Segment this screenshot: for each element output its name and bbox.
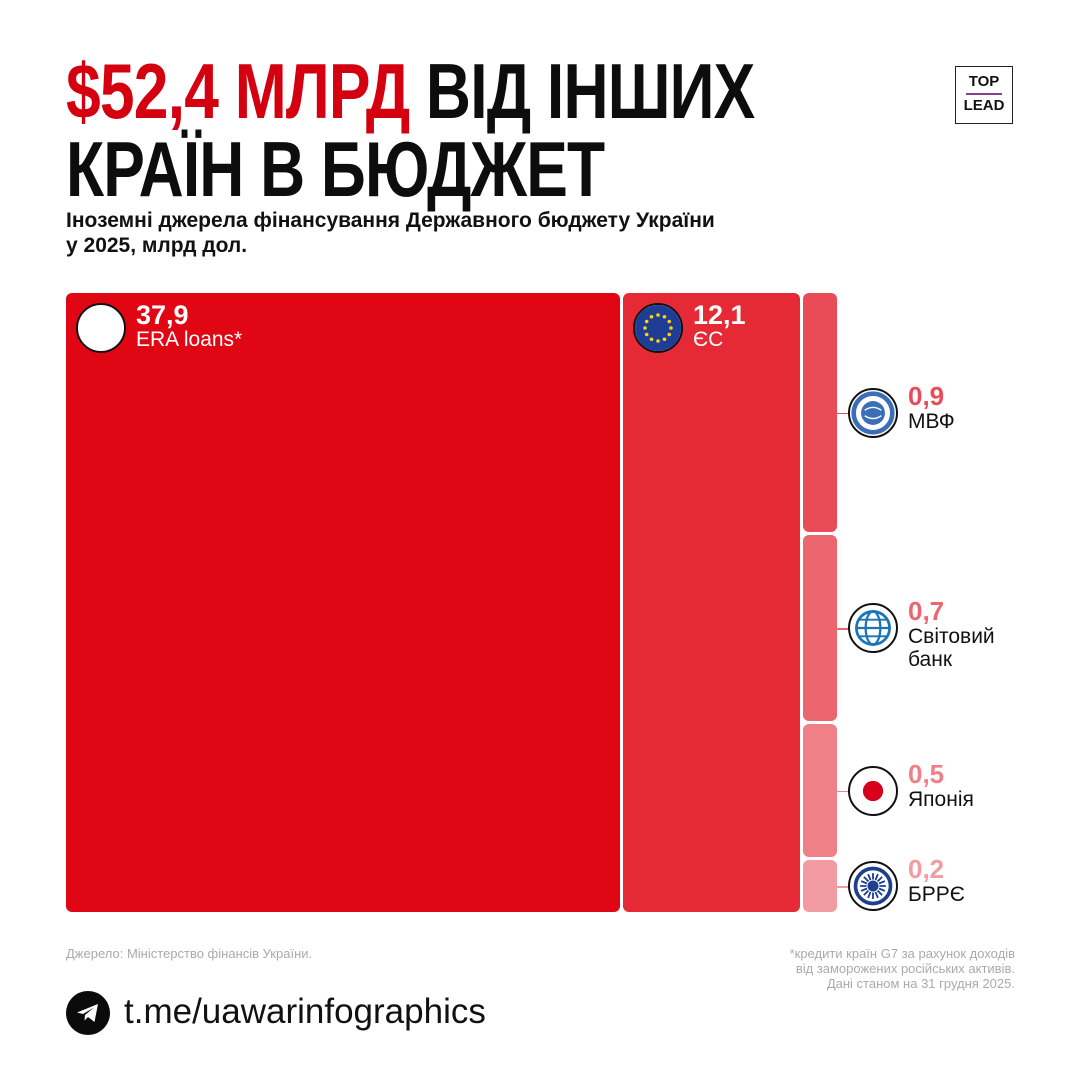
- value-label: 0,2: [908, 854, 945, 884]
- category-label: ERA loans*: [136, 328, 243, 351]
- category-label: Світовий: [908, 625, 995, 648]
- treemap-label: 37,9 ERA loans*: [136, 301, 242, 351]
- telegram-icon[interactable]: [66, 991, 110, 1035]
- treemap-rect-era-loans: [66, 293, 620, 912]
- value-label: 0,7: [908, 596, 945, 626]
- logo-divider: [966, 93, 1002, 95]
- connector-line: [837, 790, 849, 792]
- footnote: *кредити країн G7 за рахунок доходів від…: [790, 946, 1015, 991]
- category-label: БРРЄ: [908, 883, 965, 906]
- japan-flag-icon: [848, 765, 898, 816]
- value-label: 12,1: [693, 300, 746, 330]
- footnote-line: від заморожених російських активів.: [795, 961, 1015, 976]
- world-bank-icon: [848, 603, 898, 653]
- treemap-rect-small: [803, 535, 837, 721]
- treemap-rect-small: [803, 724, 837, 857]
- treemap-rect-small: [803, 860, 837, 912]
- connector-line: [837, 886, 849, 888]
- side-text: 0,5 Японія: [908, 760, 974, 811]
- treemap-label: 12,1 ЄС: [693, 301, 746, 351]
- side-text: 0,7 Світовий банк: [908, 597, 995, 671]
- connector-line: [837, 628, 849, 630]
- logo-top: TOP: [968, 73, 1000, 90]
- top-lead-logo: TOP LEAD: [955, 66, 1013, 124]
- imf-logo-icon: [848, 387, 898, 438]
- category-label: банк: [908, 648, 953, 671]
- value-label: 0,9: [908, 380, 945, 411]
- title-line1: ВІД ІНШИХ: [409, 47, 755, 135]
- side-text: 0,9 МВФ: [908, 382, 955, 433]
- subtitle-line2: у 2025, млрд дол.: [66, 234, 248, 257]
- logo-bottom: LEAD: [963, 96, 1005, 114]
- title-amount: $52,4 МЛРД: [66, 47, 410, 135]
- page-title: $52,4 МЛРД ВІД ІНШИХ КРАЇН В БЮДЖЕТ: [66, 52, 946, 208]
- telegram-link[interactable]: t.me/uawarinfographics: [124, 992, 486, 1031]
- treemap-rect-eu: [623, 293, 800, 912]
- connector-line: [837, 412, 849, 414]
- ebrd-logo-icon: [848, 861, 898, 911]
- title-line2: КРАЇН В БЮДЖЕТ: [66, 125, 605, 213]
- value-label: 0,5: [908, 758, 945, 789]
- subtitle: Іноземні джерела фінансування Державного…: [66, 208, 715, 258]
- category-label: Японія: [908, 787, 974, 811]
- footnote-line: Дані станом на 31 грудня 2025.: [826, 976, 1015, 991]
- value-label: 37,9: [136, 300, 189, 330]
- blank-circle-icon: [76, 303, 126, 353]
- category-label: МВФ: [908, 409, 955, 433]
- category-label: ЄС: [693, 328, 724, 351]
- side-text: 0,2 БРРЄ: [908, 855, 965, 906]
- treemap-rect-small: [803, 293, 837, 532]
- subtitle-line1: Іноземні джерела фінансування Державного…: [66, 209, 715, 232]
- footnote-line: *кредити країн G7 за рахунок доходів: [789, 946, 1015, 961]
- eu-flag-icon: [633, 303, 683, 353]
- source-note: Джерело: Міністерство фінансів України.: [66, 946, 313, 961]
